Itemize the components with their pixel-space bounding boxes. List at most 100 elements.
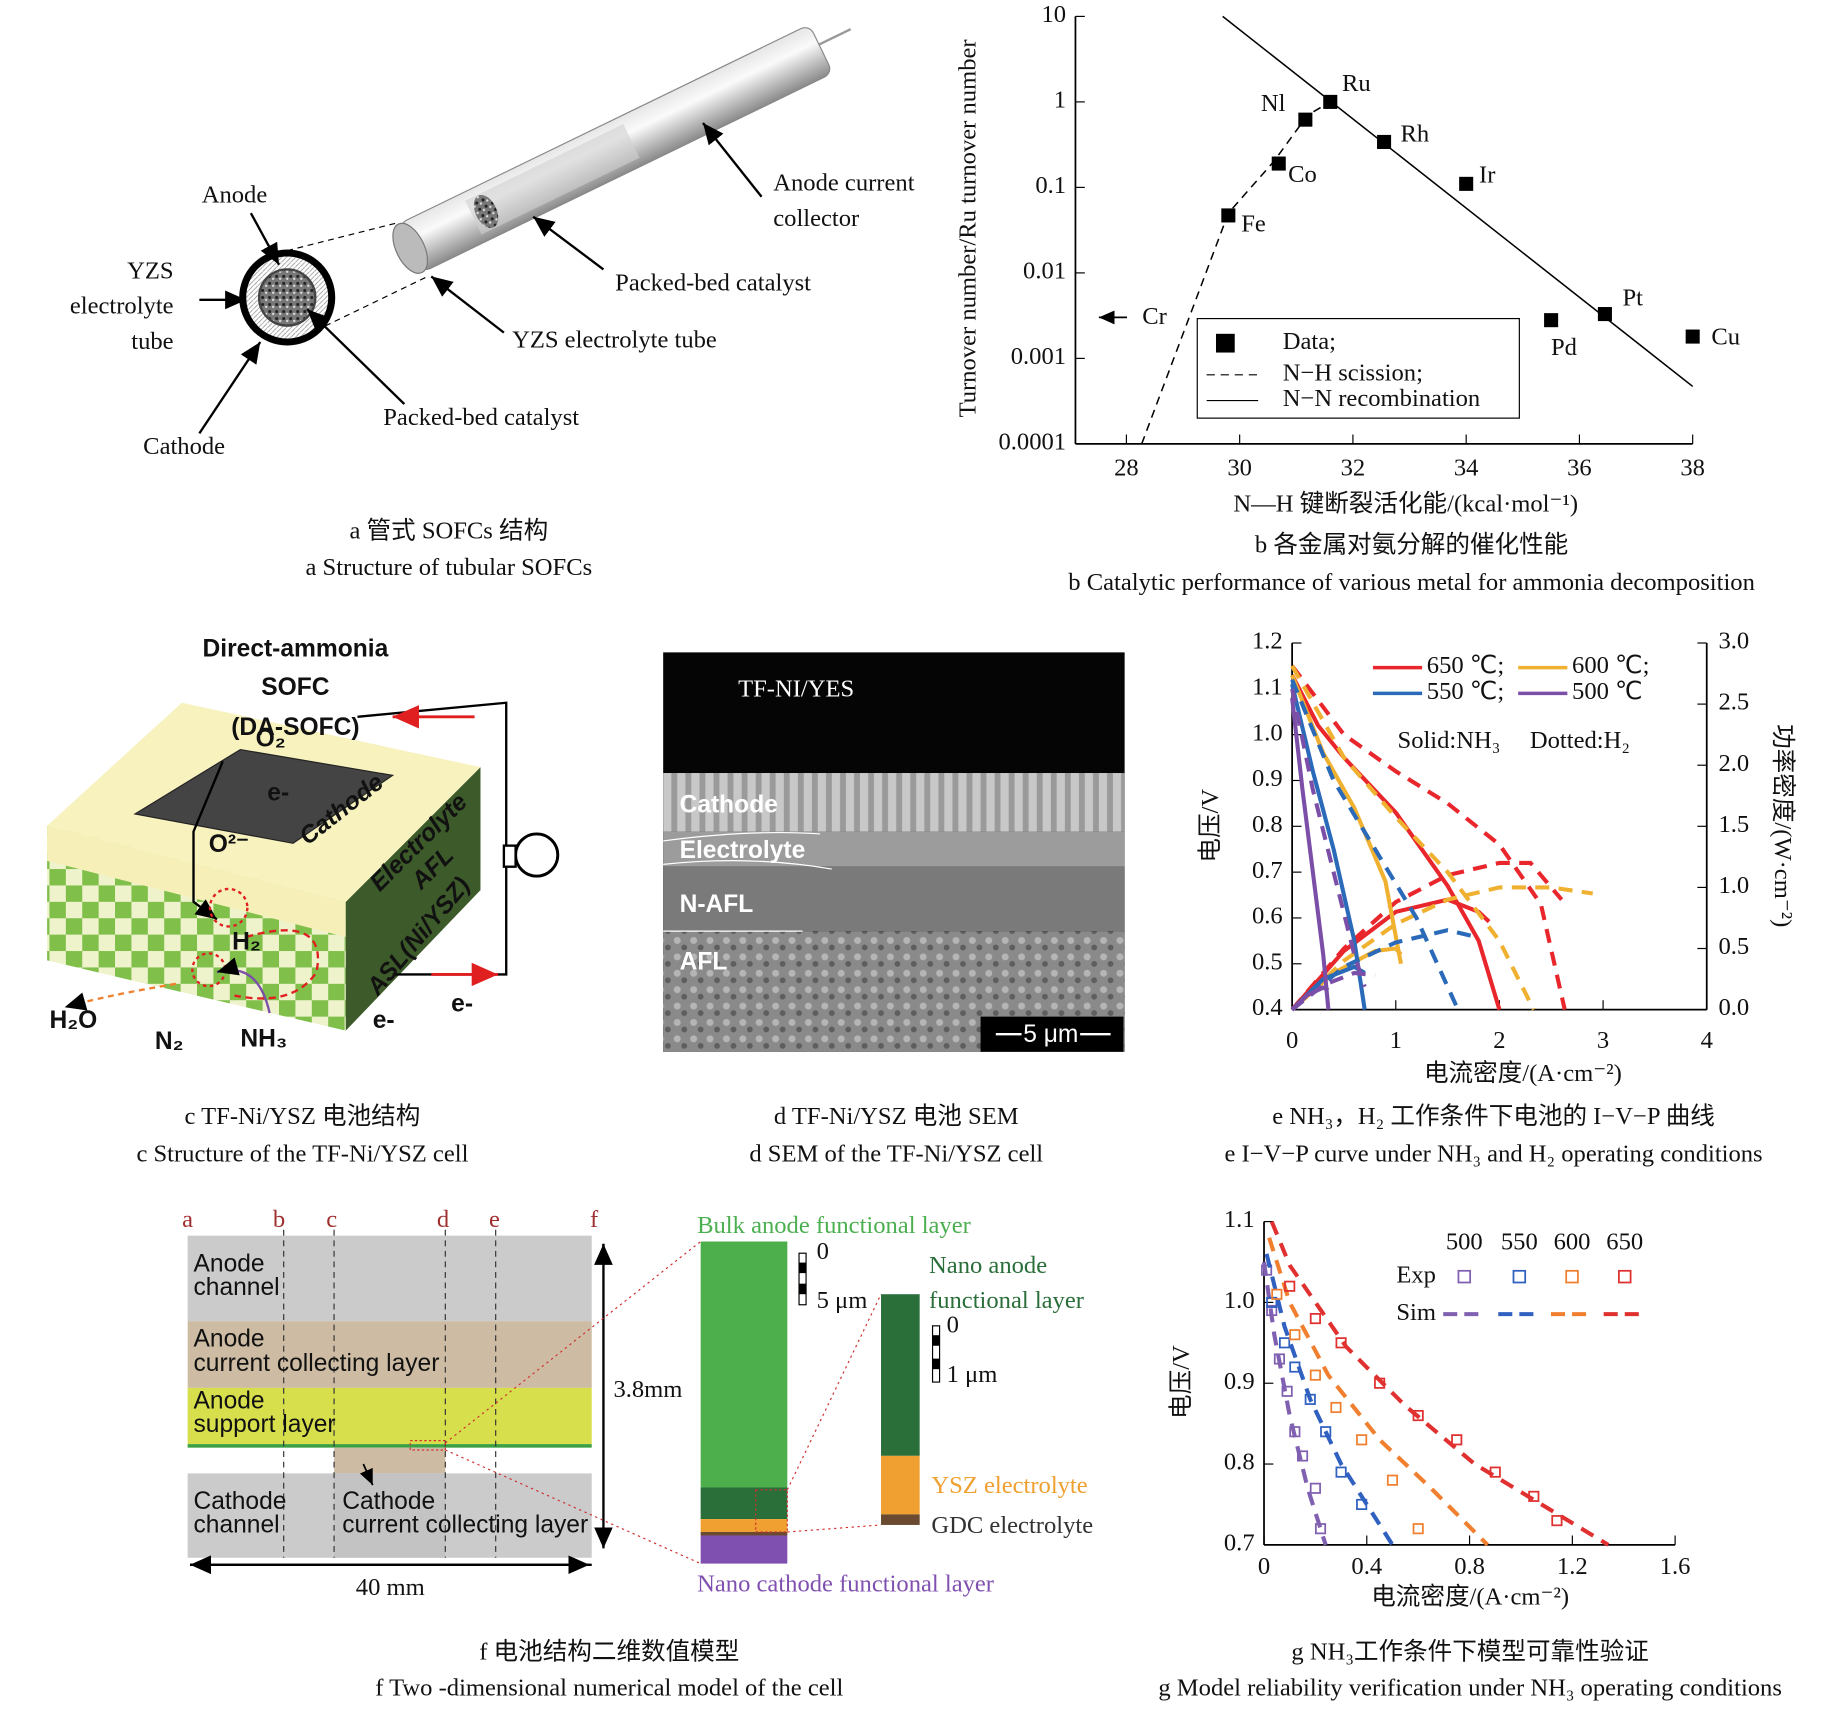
curve	[1269, 1220, 1610, 1547]
legend-marker	[1457, 1269, 1472, 1284]
scale-bar	[932, 1358, 940, 1370]
label: O²⁻	[209, 831, 249, 858]
point-label: Ru	[1342, 70, 1371, 97]
ysz	[700, 1519, 788, 1532]
legend-label: 550	[1501, 1228, 1538, 1255]
label: channel	[194, 1512, 280, 1539]
label: Electrolyte	[680, 837, 806, 864]
point-label: Rh	[1400, 121, 1429, 148]
data-point	[1289, 1329, 1301, 1341]
y-tick-label: 1.2	[1252, 628, 1283, 655]
section-letter: b	[273, 1206, 285, 1233]
curve	[1264, 1253, 1395, 1546]
label: GDC electrolyte	[931, 1512, 1093, 1539]
label: N₂	[155, 1028, 184, 1055]
zoom-line	[787, 1524, 882, 1533]
panel-f: a b c d e f Anode channel Anode current …	[182, 1206, 1093, 1701]
cathode-ccl-top	[334, 1447, 446, 1474]
dividers	[283, 1229, 497, 1558]
y-tick-label: 1.0	[1224, 1287, 1255, 1314]
panel-c: Direct-ammonia SOFC (DA-SOFC) O₂ e- Cath…	[47, 636, 560, 1168]
point-label: Pd	[1551, 334, 1577, 361]
data-point	[1412, 1523, 1424, 1535]
y-tick-label: 0.6	[1252, 903, 1283, 930]
point-label: Co	[1288, 161, 1317, 188]
label: N-AFL	[680, 891, 754, 918]
caption: b 各金属对氨分解的催化性能	[1255, 531, 1568, 559]
label: e-	[451, 990, 473, 1017]
caption: g Model reliability verification under N…	[1158, 1675, 1782, 1702]
y-tick-label: 1.1	[1224, 1206, 1255, 1233]
bulk-afl	[700, 1241, 788, 1488]
y-tick-label: 0.9	[1224, 1368, 1255, 1395]
arrow	[430, 275, 505, 334]
label: 5 μm	[1023, 1021, 1078, 1048]
section-letter: a	[182, 1206, 193, 1233]
label: Nano cathode functional layer	[697, 1570, 994, 1597]
y-tick-label: 0.01	[1023, 258, 1066, 285]
label: Anode current	[773, 170, 914, 197]
packed-bed	[473, 195, 499, 228]
caption: d TF-Ni/YSZ 电池 SEM	[774, 1102, 1019, 1130]
label: Packed-bed catalyst	[383, 404, 579, 431]
legend-marker	[1512, 1269, 1527, 1284]
x-tick-label: 34	[1454, 454, 1479, 481]
scale-label-bg	[1021, 1023, 1081, 1045]
functional-layer	[187, 1444, 592, 1448]
panel-d: TF-NI/YES Cathode Electrolyte N-AFL AFL …	[663, 652, 1125, 1168]
arrow	[702, 122, 763, 198]
label: Cathode	[143, 433, 225, 460]
annotation: Solid:NH₃	[1398, 727, 1501, 754]
label: NH₃	[240, 1026, 287, 1053]
label: Packed-bed catalyst	[615, 269, 811, 296]
annotation: Cr	[1142, 303, 1167, 330]
y-tick-label: 0.1	[1035, 172, 1066, 199]
x-tick-label: 28	[1114, 454, 1139, 481]
gdc	[700, 1531, 788, 1536]
legend-label: 500 ℃	[1572, 678, 1643, 705]
curve	[1290, 678, 1460, 1011]
ion-path	[192, 760, 224, 921]
bulb	[514, 832, 560, 878]
label: current collecting layer	[342, 1512, 588, 1539]
x-tick-label: 0.8	[1454, 1553, 1485, 1580]
y-tick-label: 1.1	[1252, 673, 1283, 700]
section-letter: c	[326, 1206, 337, 1233]
data-point	[1309, 1482, 1321, 1494]
x-tick-label: 38	[1680, 454, 1705, 481]
x-tick-label: 0	[1258, 1553, 1270, 1580]
zoom-box	[755, 1489, 788, 1533]
y2-tick-label: 2.0	[1718, 750, 1749, 777]
caption: a Structure of tubular SOFCs	[305, 554, 592, 581]
arrow	[249, 212, 281, 266]
point-label: Fe	[1241, 211, 1266, 238]
label: Cathode	[342, 1488, 435, 1515]
y-tick-label: 10	[1041, 1, 1066, 28]
curve	[1290, 970, 1376, 1012]
h2-path	[234, 929, 319, 1000]
label: SOFC	[261, 674, 330, 701]
scale-bar	[798, 1252, 807, 1306]
caption: b Catalytic performance of various metal…	[1068, 569, 1755, 596]
x-tick-label: 36	[1567, 454, 1592, 481]
section-letter: f	[590, 1206, 599, 1233]
x-tick-label: 0	[1286, 1027, 1298, 1054]
letters: a b c d e f	[182, 1206, 599, 1233]
x-tick-label: 30	[1227, 454, 1252, 481]
label: Cathode	[680, 791, 778, 818]
y-tick-label: 0.5	[1252, 948, 1283, 975]
data-point	[1309, 1313, 1321, 1325]
zoom-line	[786, 1293, 882, 1491]
label: tube	[131, 328, 173, 355]
legend-row-label: Sim	[1396, 1299, 1436, 1326]
y2-axis-label: 功率密度/(W·cm⁻²)	[1769, 724, 1797, 927]
curve	[1290, 885, 1594, 1012]
label: YZS electrolyte tube	[512, 327, 717, 354]
x-axis-label: 电流密度/(A·cm⁻²)	[1424, 1059, 1622, 1087]
label: Anode	[202, 181, 268, 208]
caption: f 电池结构二维数值模型	[479, 1637, 739, 1665]
label: e-	[373, 1007, 395, 1034]
x-tick-label: 3	[1597, 1027, 1609, 1054]
label: AFL	[680, 948, 728, 975]
data-point	[1330, 1401, 1342, 1414]
